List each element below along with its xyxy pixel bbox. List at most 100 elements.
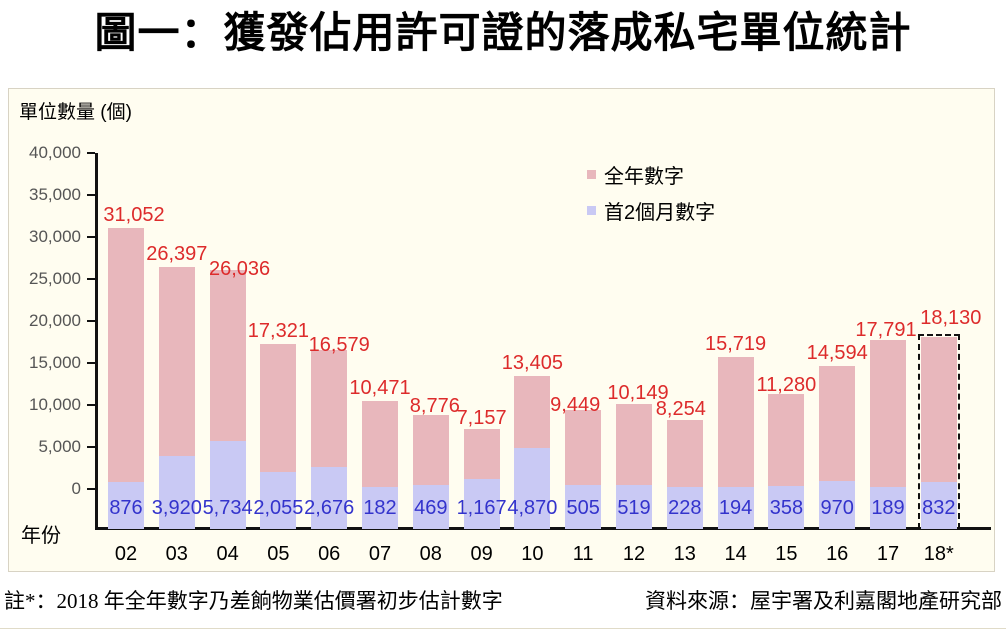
bar-first-two-months [565,484,602,529]
bar-first-two-months [412,485,449,529]
x-axis-category-label: 17 [876,543,900,565]
y-axis-tick [87,320,95,322]
bar-first-two-months [768,485,805,529]
chart-title: 圖一：獲發佔用許可證的落成私宅單位統計 [94,9,912,56]
y-axis-tick [87,236,95,238]
bottom-edge-line [0,628,1006,629]
data-label-full-year: 26,036 [209,258,271,281]
bar-first-two-months [920,482,957,529]
y-axis-tick-label: 15,000 [29,353,81,372]
legend-swatch-full-year [587,169,596,179]
data-label-full-year: 17,791 [855,318,917,341]
legend: 全年數字 首2個月數字 [587,163,715,235]
bar-first-two-months [616,484,652,529]
x-axis-category-label: 10 [521,543,544,565]
data-label-full-year: 7,157 [456,406,507,429]
data-label-first-two-months: 189 [871,497,905,519]
legend-label-first-two-months: 首2個月數字 [604,201,716,224]
x-axis-category-label: 13 [673,543,696,565]
data-label-first-two-months: 876 [109,497,143,519]
data-label-full-year: 16,579 [308,333,370,356]
x-axis-category-label: 15 [775,543,798,565]
data-label-full-year: 17,321 [247,319,309,342]
data-label-first-two-months: 2,676 [304,497,355,519]
x-axis-category-label: 09 [470,543,493,565]
y-axis-tick [87,488,95,490]
y-axis-tick [87,362,95,364]
y-axis-tick [87,152,95,154]
data-label-first-two-months: 182 [363,497,397,519]
data-label-first-two-months: 194 [718,497,753,519]
y-axis-tick [87,194,95,196]
data-label-full-year: 18,130 [920,306,982,329]
x-axis-category-label: 07 [368,543,392,565]
y-axis-tick [87,404,95,406]
data-label-first-two-months: 832 [922,497,956,519]
y-axis-tick-label: 25,000 [29,269,81,288]
bar-first-two-months [717,487,754,529]
data-label-full-year: 10,471 [349,377,411,400]
x-axis-category-label: 05 [267,543,290,565]
data-label-full-year: 31,052 [103,204,165,227]
x-axis-category-label: 14 [724,543,747,565]
bar-first-two-months [311,466,348,529]
x-axis-category-label: 08 [419,543,442,565]
data-label-first-two-months: 970 [820,497,854,519]
bar-first-two-months [819,480,856,529]
y-axis [95,153,98,529]
data-label-full-year: 8,254 [655,397,706,420]
data-label-first-two-months: 505 [566,497,600,519]
data-label-first-two-months: 519 [617,497,651,519]
bar-first-two-months [666,487,703,529]
y-axis-tick-label: 40,000 [29,143,81,162]
y-axis-tick-label: 0 [71,479,81,498]
data-label-full-year: 8,776 [409,395,460,418]
bar-first-two-months [108,481,144,529]
bar-first-two-months [463,479,500,529]
data-label-full-year: 10,149 [607,381,669,404]
legend-item-first-two-months: 首2個月數字 [587,199,715,224]
data-label-first-two-months: 5,734 [202,497,253,519]
bar-first-two-months [260,471,297,529]
estimate-bar-dashed-outline [917,333,960,529]
y-axis-tick-label: 10,000 [29,395,81,414]
data-label-first-two-months: 2,055 [253,497,304,519]
y-axis-tick-label: 20,000 [29,311,81,330]
chart-area: 單位數量 (個) 年份 全年數字 首2個月數字 0 5,000 10,000 15,0… [8,88,995,572]
x-axis-category-label: 03 [165,543,188,565]
y-axis-title: 單位數量 (個) [19,102,132,123]
data-label-full-year: 15,719 [705,332,767,355]
x-axis-title: 年份 [21,525,61,547]
data-label-full-year: 26,397 [146,243,208,266]
y-axis-tick-label: 5,000 [38,437,81,456]
x-axis-category-label: 04 [216,543,239,565]
legend-swatch-first-two-months [587,205,596,215]
data-label-full-year: 14,594 [806,342,868,365]
data-label-full-year: 11,280 [756,374,817,397]
bar-full-year [108,228,144,529]
legend-label-full-year: 全年數字 [604,165,684,188]
footnote: 註*：2018 年全年數字乃差餉物業估價署初步估計數字 [4,589,503,613]
y-axis-tick-label: 35,000 [29,185,81,204]
data-label-first-two-months: 228 [668,497,702,519]
x-axis-category-label: 12 [622,543,646,565]
data-label-first-two-months: 1,167 [456,497,507,519]
legend-item-full-year: 全年數字 [587,163,715,188]
data-label-full-year: 9,449 [550,393,601,416]
data-label-first-two-months: 358 [769,497,804,519]
bar-first-two-months [209,440,246,529]
x-axis-category-label: 16 [826,543,849,565]
y-axis-tick [87,446,95,448]
data-label-first-two-months: 469 [414,497,448,519]
y-axis-tick [87,278,95,280]
bar-first-two-months [158,456,195,529]
bar-first-two-months [362,487,398,529]
x-axis-category-label: 02 [114,543,138,565]
data-label-full-year: 13,405 [501,352,563,375]
data-label-first-two-months: 4,870 [507,497,558,519]
data-source: 資料來源：屋宇署及利嘉閣地產研究部 [645,589,1002,613]
x-axis-category-label: 06 [318,543,341,565]
bar-first-two-months [870,487,906,529]
x-axis-category-label: 11 [572,543,594,565]
